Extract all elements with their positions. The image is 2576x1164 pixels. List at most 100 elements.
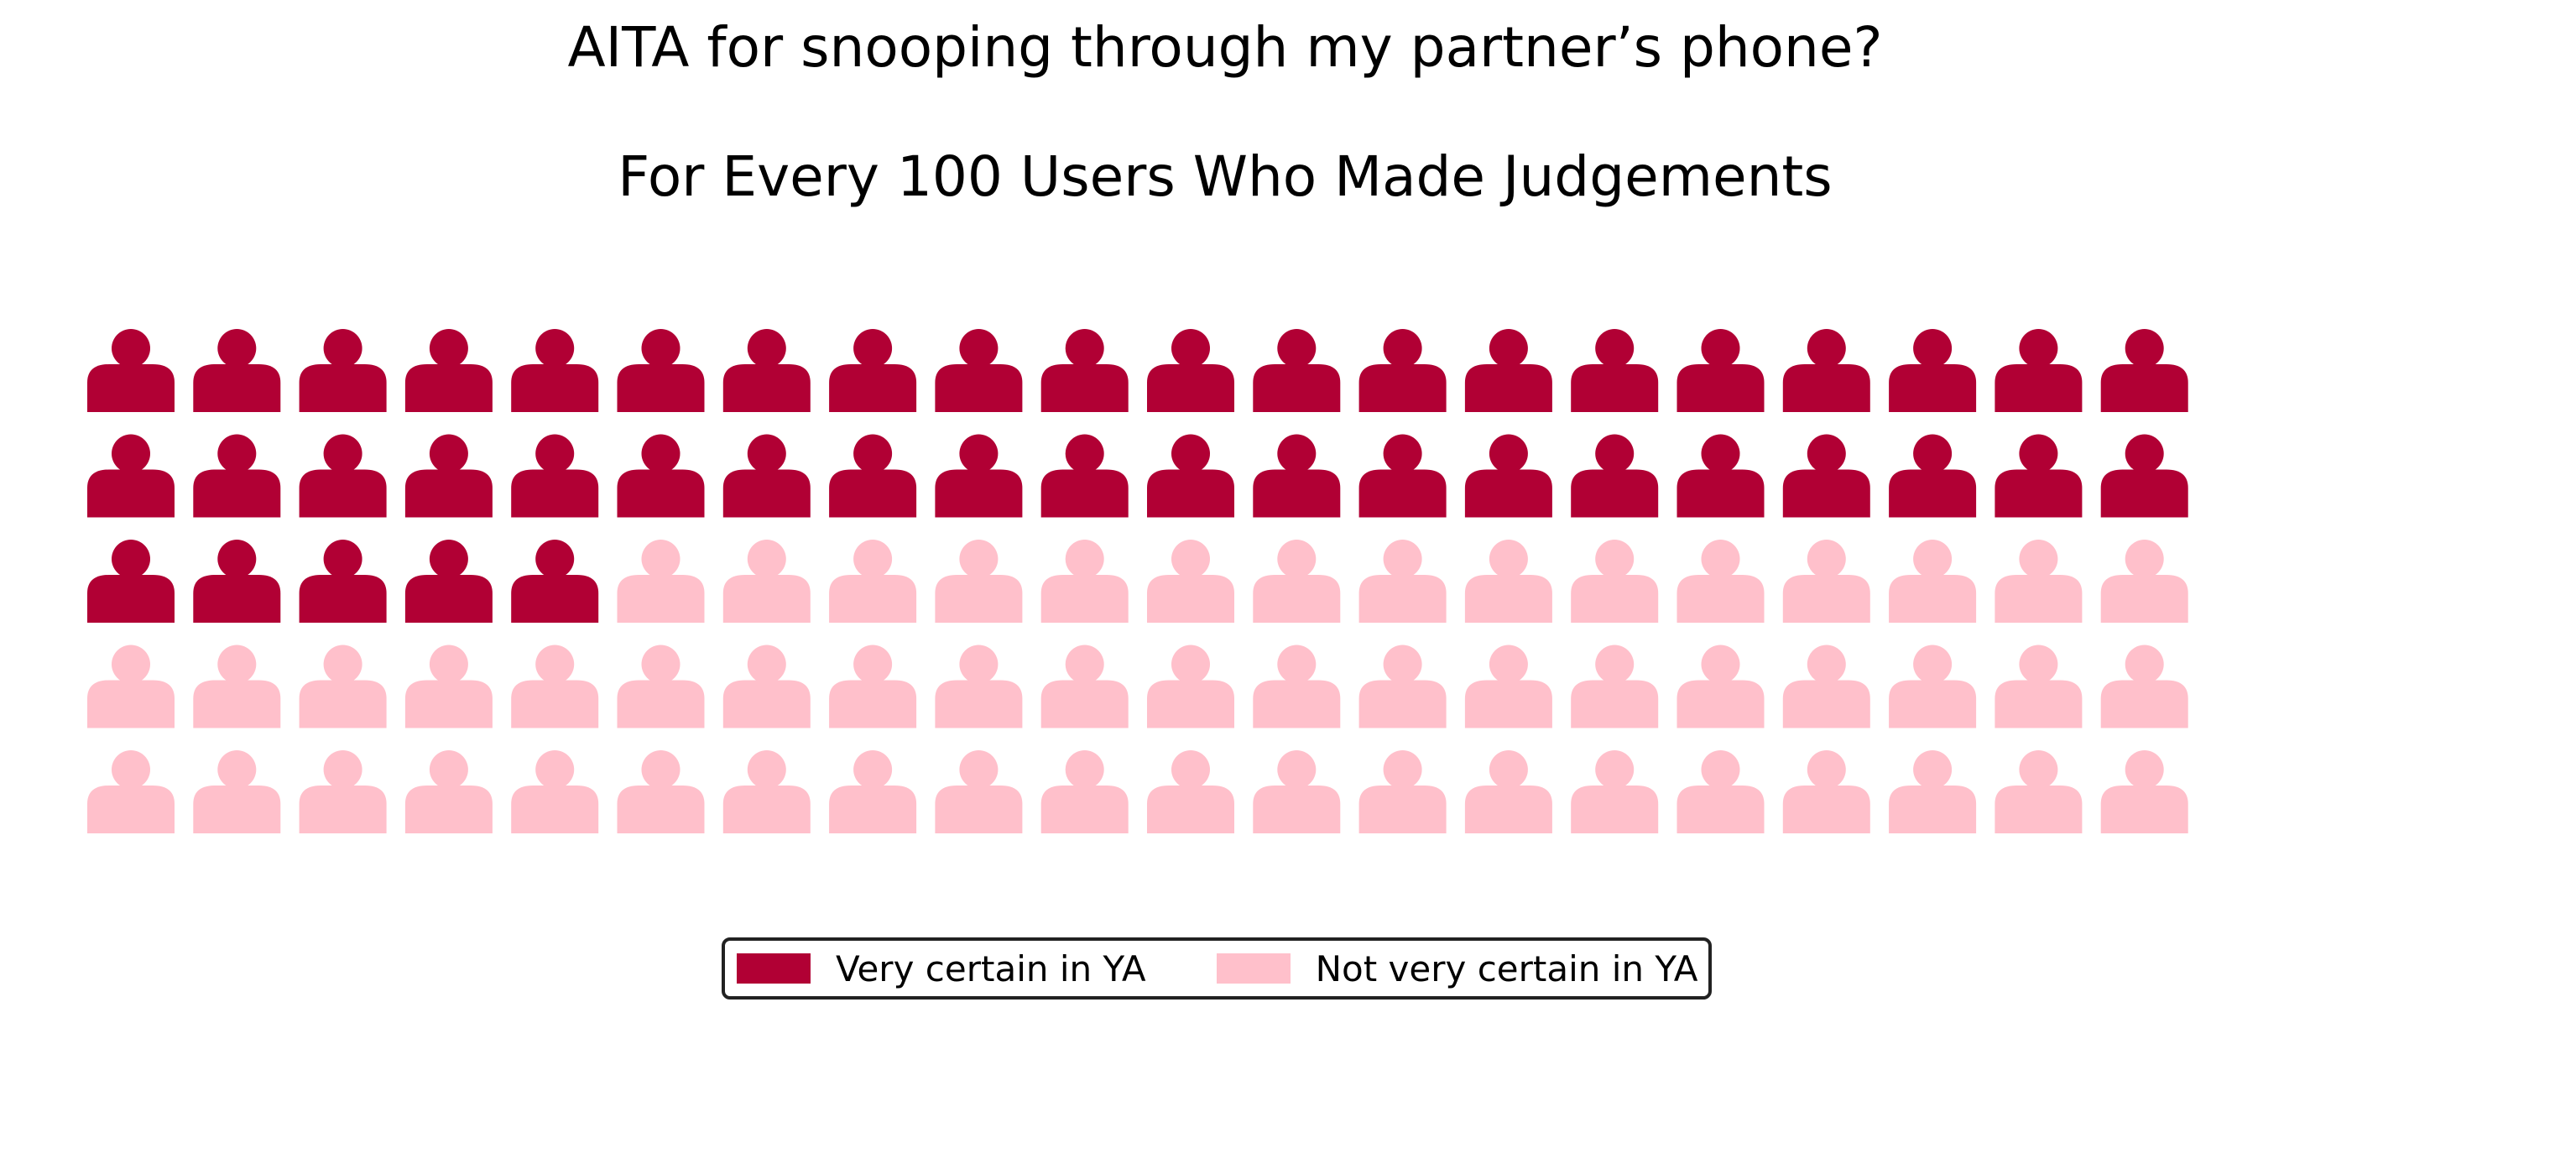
- legend-swatch-very-certain: [737, 953, 811, 984]
- person-icon-body: [829, 575, 917, 623]
- person-icon-head: [1489, 750, 1528, 789]
- person-icon-head: [853, 750, 893, 789]
- person-icon-head: [535, 434, 575, 473]
- person-icon: [2100, 329, 2188, 412]
- person-icon-head: [217, 329, 257, 368]
- person-icon: [1889, 540, 1977, 623]
- person-icon-body: [722, 680, 811, 728]
- person-icon-body: [1995, 680, 2083, 728]
- person-icon: [722, 434, 811, 518]
- person-icon-head: [641, 434, 681, 473]
- person-icon-body: [1358, 575, 1447, 623]
- person-icon-head: [1489, 329, 1528, 368]
- person-icon-body: [935, 786, 1023, 833]
- person-icon-body: [1676, 680, 1765, 728]
- person-icon-body: [404, 786, 493, 833]
- person-icon-body: [404, 469, 493, 518]
- person-icon-body: [1358, 364, 1447, 412]
- person-icon-head: [1383, 750, 1422, 789]
- person-icon-body: [1147, 786, 1234, 833]
- person-icon-head: [2125, 645, 2164, 684]
- person-icon: [1889, 645, 1977, 728]
- person-icon: [1995, 540, 2083, 623]
- person-icon-body: [193, 364, 281, 412]
- person-icon-head: [429, 540, 468, 578]
- person-icon-body: [1147, 575, 1234, 623]
- legend-label-not-very-certain: Not very certain in YA: [1315, 947, 1698, 989]
- person-icon-body: [617, 469, 705, 518]
- person-icon-head: [1171, 645, 1210, 684]
- person-icon: [1040, 329, 1129, 412]
- person-icon-body: [1995, 786, 2083, 833]
- person-icon-head: [1489, 645, 1528, 684]
- person-icon-head: [1065, 540, 1104, 578]
- person-icon: [617, 645, 705, 728]
- person-icon-body: [299, 575, 387, 623]
- person-icon-head: [747, 329, 786, 368]
- person-icon-body: [2100, 786, 2188, 833]
- person-icon-body: [1571, 469, 1659, 518]
- person-icon-head: [1595, 750, 1635, 789]
- person-icon-head: [1383, 434, 1422, 473]
- person-icon-body: [617, 575, 705, 623]
- person-icon-body: [722, 469, 811, 518]
- person-icon-body: [511, 364, 599, 412]
- person-icon-body: [1464, 469, 1552, 518]
- person-icon-body: [1889, 786, 1977, 833]
- person-icon-head: [1277, 540, 1317, 578]
- person-icon-head: [959, 750, 999, 789]
- person-icon-body: [1995, 364, 2083, 412]
- person-icon-head: [1807, 645, 1846, 684]
- person-icon-head: [1807, 540, 1846, 578]
- person-icon-body: [299, 786, 387, 833]
- person-icon: [1358, 540, 1447, 623]
- person-icon: [1676, 540, 1765, 623]
- person-icon-head: [323, 645, 362, 684]
- person-icon: [1464, 434, 1552, 518]
- person-icon: [617, 750, 705, 833]
- person-icon-head: [535, 329, 575, 368]
- person-icon-body: [1253, 469, 1341, 518]
- person-icon: [1147, 329, 1234, 412]
- person-icon-body: [829, 680, 917, 728]
- person-icon-head: [2125, 434, 2164, 473]
- person-icon-head: [2019, 540, 2058, 578]
- person-icon-body: [1040, 364, 1129, 412]
- person-icon: [511, 645, 599, 728]
- person-icon: [1253, 750, 1341, 833]
- person-icon-head: [1383, 645, 1422, 684]
- person-icon: [1676, 434, 1765, 518]
- person-icon: [1571, 750, 1659, 833]
- person-icon-head: [1065, 645, 1104, 684]
- person-icon: [1995, 645, 2083, 728]
- person-icon-body: [1782, 786, 1870, 833]
- person-icon-body: [1571, 680, 1659, 728]
- person-icon: [829, 750, 917, 833]
- person-icon-body: [935, 364, 1023, 412]
- legend-item-very-certain: Very certain in YA: [737, 948, 1146, 989]
- person-icon: [87, 750, 175, 833]
- person-icon: [87, 329, 175, 412]
- person-icon-body: [87, 680, 175, 728]
- person-icon: [1676, 750, 1765, 833]
- person-icon-head: [535, 540, 575, 578]
- person-icon: [2100, 750, 2188, 833]
- person-icon-head: [1913, 540, 1953, 578]
- person-icon-head: [112, 645, 150, 684]
- person-icon-body: [1782, 364, 1870, 412]
- person-icon: [193, 540, 281, 623]
- person-icon-body: [1889, 364, 1977, 412]
- person-icon: [193, 750, 281, 833]
- person-icon-head: [641, 540, 681, 578]
- person-icon: [829, 540, 917, 623]
- person-icon: [1147, 434, 1234, 518]
- person-icon: [404, 750, 493, 833]
- person-icon-head: [323, 540, 362, 578]
- person-icon-head: [2125, 329, 2164, 368]
- person-icon: [1358, 434, 1447, 518]
- person-icon: [1889, 750, 1977, 833]
- person-icon-head: [1065, 329, 1104, 368]
- person-icon-head: [1065, 750, 1104, 789]
- person-icon-body: [193, 786, 281, 833]
- person-icon-body: [829, 469, 917, 518]
